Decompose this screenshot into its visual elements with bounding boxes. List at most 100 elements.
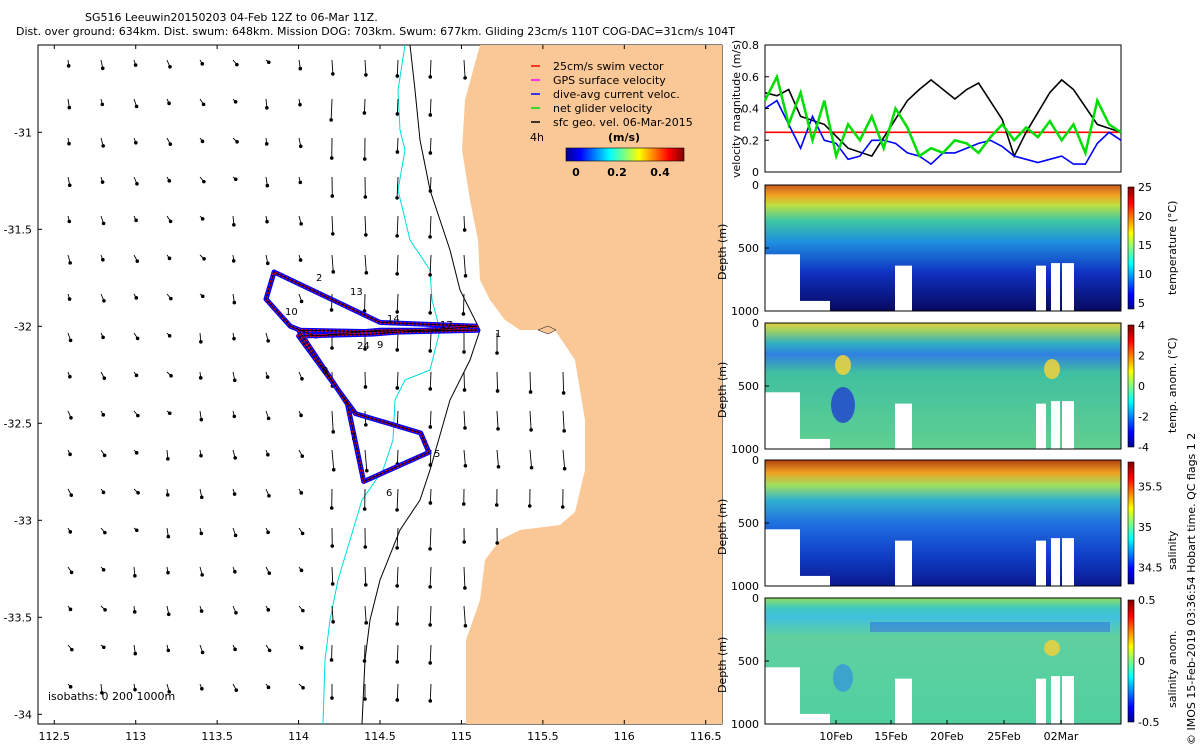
colorbar-tick-label: 5 (1138, 297, 1145, 310)
geo-vector-head (266, 416, 271, 421)
warm-anomaly (1044, 359, 1060, 379)
velocity-series-geostrophic (764, 78, 1122, 159)
legend-label: 25cm/s swim vector (553, 60, 664, 73)
geo-vector-head (102, 298, 106, 303)
geo-vector-head (463, 623, 468, 628)
geo-vector-arrow (463, 59, 466, 78)
geo-vector-head (199, 340, 203, 344)
geo-vector-head (200, 573, 204, 577)
colorbar-tick-label: 4 (1138, 319, 1145, 332)
colorbar-tick-label: -0.5 (1138, 716, 1159, 729)
depth-tick-label: 0 (752, 592, 759, 605)
track-label: 10 (285, 307, 298, 318)
geo-vector-arrow (463, 605, 466, 626)
velocity-ytick-label: 0 (752, 166, 759, 179)
geo-vector-head (232, 223, 236, 227)
geo-vector-head (364, 73, 368, 77)
geo-vector-head (67, 183, 72, 188)
geo-vector-head (68, 530, 73, 534)
geo-vector-head (265, 183, 270, 188)
geo-vector-arrow (331, 410, 334, 432)
land-area-inner-coast (520, 330, 560, 345)
geo-vector-head (395, 150, 400, 154)
section-panel: 0 500 1000 Depth (m) 25 20 15 10 5 temperature (°… (716, 179, 1179, 318)
depth-tick-label: 1000 (731, 580, 759, 593)
geo-vector-arrow (364, 254, 367, 273)
geo-vector-head (166, 570, 170, 575)
geo-vector-head (461, 502, 466, 506)
geo-vector-head (69, 415, 73, 420)
velocity-ytick-label: 0.2 (742, 134, 760, 147)
geo-vector-arrow (396, 254, 399, 274)
geo-vector-head (298, 258, 303, 262)
depth-tick-label: 500 (738, 380, 759, 393)
geo-vector-arrow (429, 644, 432, 663)
geo-vector-head (428, 311, 432, 315)
geo-vector-arrow (396, 683, 399, 700)
geo-vector-head (462, 540, 466, 544)
geo-vector-head (395, 74, 400, 78)
map-ytick-label: -31 (14, 126, 32, 139)
geo-vector-arrow (529, 449, 533, 468)
geo-vector-head (267, 493, 271, 498)
geo-vector-head (395, 348, 400, 352)
geo-vector-head (68, 607, 73, 612)
geo-vector-head (365, 468, 369, 473)
geo-vector-head (330, 544, 335, 548)
geo-vector-head (300, 454, 305, 458)
geo-vector-head (233, 647, 237, 652)
geo-vector-head (200, 686, 204, 691)
geo-vector-head (68, 338, 73, 343)
colorbar-tick-label: 0 (1138, 380, 1145, 393)
geo-vector-head (495, 389, 500, 393)
geo-vector-head (395, 112, 400, 116)
time-tick-label: 15Feb (874, 730, 907, 743)
warm-anomaly (835, 355, 851, 375)
no-data-gap (895, 678, 912, 724)
geo-vector-head (363, 195, 368, 199)
geo-vector-arrow (364, 59, 367, 75)
section-panel: 0 500 1000 Depth (m) 35.5 35 34.5 salinity (716, 454, 1179, 593)
geo-vector-arrow (331, 449, 335, 470)
track-label: 24 (357, 341, 370, 352)
geo-vector-arrow (429, 59, 432, 77)
map-ytick-label: -31.5 (4, 223, 32, 236)
geo-vector-head (395, 584, 399, 588)
geo-vector-head (103, 608, 107, 612)
no-data-gap (895, 403, 912, 449)
colorbar-tick: 0.2 (607, 166, 627, 179)
depth-label: Depth (m) (716, 499, 729, 555)
geo-vector-arrow (429, 527, 432, 549)
geo-vector-arrow (429, 176, 432, 191)
map-ytick-label: -33 (14, 514, 32, 527)
track-label: 1 (495, 329, 501, 340)
geo-vector-arrow (330, 98, 333, 120)
geo-vector-head (299, 491, 304, 495)
geo-vector-head (330, 194, 335, 198)
colorbar-tick-label: 35 (1138, 521, 1152, 534)
geo-vector-head (301, 608, 305, 613)
section-field (765, 460, 1121, 586)
geo-vector-head (329, 506, 334, 510)
velocity-series-net-glider (763, 73, 1122, 161)
geo-vector-head (167, 179, 172, 183)
colorbar-label: temp. anom. (°C) (1166, 337, 1179, 433)
geo-vector-head (69, 570, 74, 575)
geo-vector-arrow (396, 605, 399, 624)
geo-vector-head (329, 658, 334, 662)
colorbar-tick: 0 (572, 166, 580, 179)
geo-vector-arrow (396, 59, 399, 76)
map-xtick-label: 114.5 (364, 730, 396, 743)
geo-vector-head (70, 647, 74, 652)
geo-vector-head (100, 180, 105, 184)
geo-vector-head (134, 218, 138, 223)
geo-vector-head (134, 296, 139, 300)
geo-vector-head (100, 691, 104, 695)
fresh-layer (870, 622, 1110, 632)
depth-tick-label: 1000 (731, 718, 759, 731)
geo-vector-head (529, 465, 534, 470)
no-data-gap (800, 575, 830, 586)
geo-vector-arrow (331, 59, 334, 74)
geo-vector-head (267, 648, 272, 653)
